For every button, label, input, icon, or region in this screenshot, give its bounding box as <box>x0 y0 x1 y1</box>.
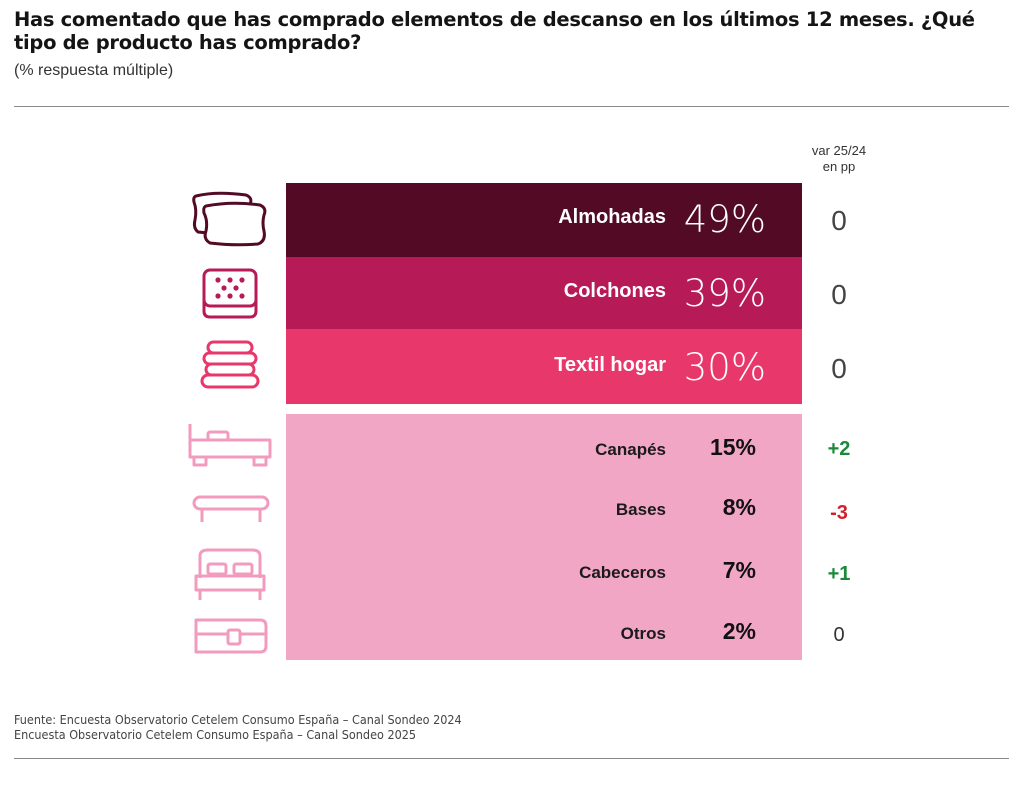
row-var-cabeceros: +1 <box>827 563 851 585</box>
row-value-canapes: 15% <box>709 434 756 460</box>
bar-almohadas <box>286 183 802 257</box>
bar-group-others <box>286 414 802 660</box>
row-value-colchones: 39% <box>683 272 766 315</box>
row-label-canapes: Canapés <box>595 440 666 459</box>
row-var-colchones: 0 <box>831 279 847 310</box>
storage-bed-icon <box>188 424 272 467</box>
chart-title: Has comentado que has comprado elementos… <box>14 8 975 54</box>
row-label-cabeceros: Cabeceros <box>579 563 666 582</box>
row-var-canapes: +2 <box>827 438 851 460</box>
var-column-header: var 25/24 en pp <box>800 143 878 175</box>
bar-textil-hogar <box>286 329 802 404</box>
row-label-almohadas: Almohadas <box>558 206 666 228</box>
mattress-icon <box>202 268 258 319</box>
row-value-bases: 8% <box>722 494 756 520</box>
row-value-almohadas: 49% <box>683 198 766 241</box>
source-line-2: Encuesta Observatorio Cetelem Consumo Es… <box>14 727 417 742</box>
row-value-otros: 2% <box>722 618 756 644</box>
bottom-divider <box>14 758 1009 759</box>
var-header-line1: var 25/24 <box>811 143 867 158</box>
row-var-otros: 0 <box>833 624 845 646</box>
pillows-icon <box>192 191 267 247</box>
other-icon <box>194 618 268 654</box>
folded-textiles-icon <box>200 340 260 389</box>
source-line-1: Fuente: Encuesta Observatorio Cetelem Co… <box>14 712 462 727</box>
row-var-almohadas: 0 <box>831 205 847 236</box>
row-var-bases: -3 <box>830 502 848 524</box>
row-value-textil-hogar: 30% <box>683 346 766 389</box>
source-note: Fuente: Encuesta Observatorio Cetelem Co… <box>14 712 462 742</box>
top-divider <box>14 106 1009 107</box>
bed-base-icon <box>192 495 270 522</box>
headboard-bed-icon <box>194 548 266 600</box>
row-label-otros: Otros <box>620 624 666 643</box>
var-header-line2: en pp <box>822 159 856 174</box>
row-label-colchones: Colchones <box>563 280 666 302</box>
row-label-textil-hogar: Textil hogar <box>554 354 666 376</box>
row-var-textil-hogar: 0 <box>831 353 847 384</box>
row-label-bases: Bases <box>615 500 666 519</box>
chart-subtitle: (% respuesta múltiple) <box>14 62 174 79</box>
bar-colchones <box>286 257 802 329</box>
row-value-cabeceros: 7% <box>722 557 756 583</box>
